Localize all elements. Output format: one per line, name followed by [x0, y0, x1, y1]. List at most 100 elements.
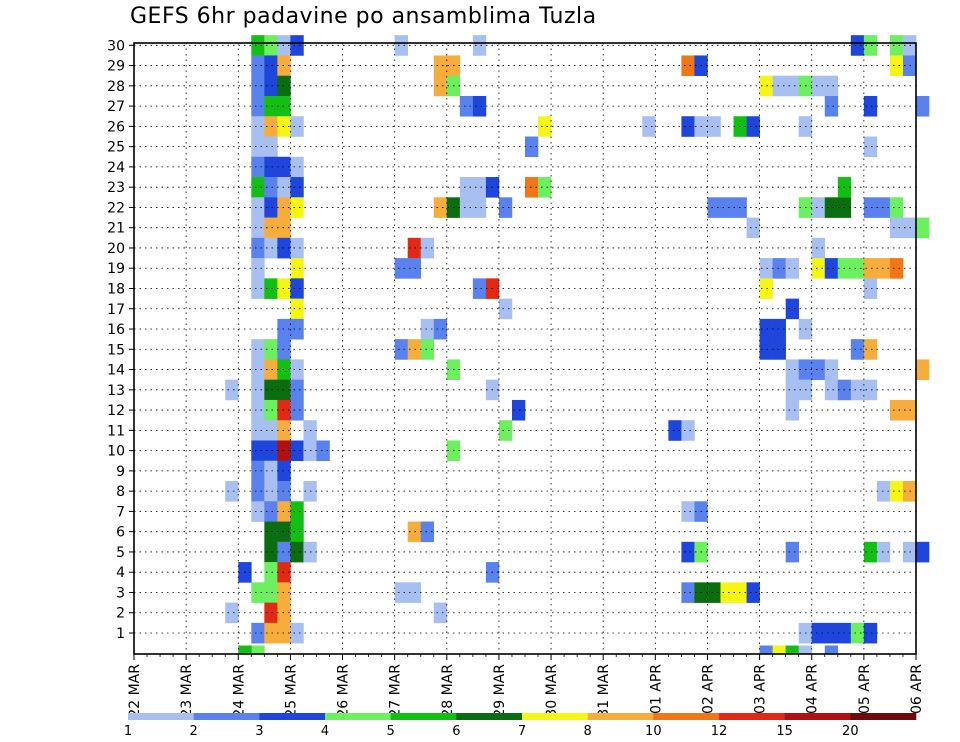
heatmap-cell [290, 440, 304, 462]
colorbar-label: 20 [842, 724, 859, 739]
heatmap-cell [472, 35, 487, 56]
heatmap-cell [264, 339, 278, 360]
y-tick-label: 10 [107, 444, 125, 460]
colorbar-label: 6 [452, 724, 460, 739]
heatmap-cell [824, 622, 839, 644]
colorbar-swatch [259, 713, 326, 720]
heatmap-cell [811, 258, 826, 279]
heatmap-cell [251, 481, 265, 502]
heatmap-cell [433, 55, 448, 77]
heatmap-cell [863, 136, 878, 158]
heatmap-cell [251, 35, 265, 56]
heatmap-cell [251, 645, 265, 655]
heatmap-cell [277, 116, 291, 137]
heatmap-cell [759, 258, 773, 279]
y-tick-label: 16 [107, 322, 125, 338]
heatmap-cell [225, 379, 239, 401]
heatmap-cell [251, 75, 265, 97]
heatmap-cell [824, 359, 839, 380]
x-tick-label: 04 APR [805, 664, 821, 714]
heatmap-cell [264, 136, 278, 158]
heatmap-cell [772, 258, 786, 279]
heatmap-cell [433, 318, 448, 340]
colorbar-swatch [784, 713, 851, 720]
heatmap-cell [251, 116, 265, 137]
colorbar-label: 4 [321, 724, 329, 739]
heatmap-cell [277, 460, 291, 482]
heatmap-cell [277, 582, 291, 603]
heatmap-cell [876, 541, 891, 563]
heatmap-cell [785, 75, 799, 97]
y-tick-label: 28 [107, 79, 125, 95]
heatmap-cell [707, 116, 721, 137]
x-tick-label: 29 MAR [492, 664, 508, 718]
heatmap-cell [251, 339, 265, 360]
heatmap-cell [746, 116, 760, 137]
heatmap-cell [824, 197, 839, 218]
heatmap-cell [394, 582, 408, 603]
heatmap-cell [863, 278, 878, 299]
heatmap-cell [264, 541, 278, 563]
heatmap-cell [290, 359, 304, 380]
heatmap-cell [459, 177, 474, 198]
heatmap-cell [681, 501, 695, 522]
heatmap-cell [525, 177, 539, 198]
heatmap-cell [525, 136, 539, 158]
heatmap-cell [290, 399, 304, 421]
heatmap-cell [824, 75, 839, 97]
y-tick-label: 17 [107, 302, 125, 318]
heatmap-cell [681, 420, 695, 441]
heatmap-cell [785, 399, 799, 421]
heatmap-cell [863, 339, 878, 360]
y-tick-label: 2 [116, 606, 125, 622]
colorbar-swatch [456, 713, 523, 720]
colorbar-swatch [325, 713, 391, 720]
heatmap-cell [277, 501, 291, 522]
y-tick-label: 3 [116, 585, 125, 601]
heatmap-cell [916, 217, 930, 239]
y-tick-label: 20 [107, 241, 125, 257]
heatmap-cell [420, 237, 435, 259]
heatmap-cell [251, 278, 265, 299]
heatmap-cell [264, 582, 278, 603]
heatmap-cell [251, 237, 265, 259]
heatmap-cell [277, 622, 291, 644]
heatmap-cell [251, 177, 265, 198]
heatmap-cell [277, 278, 291, 299]
colorbar-swatch [850, 713, 917, 720]
y-tick-label: 18 [107, 281, 125, 297]
heatmap-cell [277, 399, 291, 421]
heatmap-cell [290, 541, 304, 563]
heatmap-cell [863, 197, 878, 218]
heatmap-cell [876, 481, 891, 502]
heatmap-cell [811, 197, 826, 218]
heatmap-cell [472, 197, 487, 218]
heatmap-cell [394, 339, 408, 360]
heatmap-cell [264, 217, 278, 239]
heatmap-cell [746, 582, 760, 603]
heatmap-cell [498, 420, 513, 441]
heatmap-cell [772, 318, 786, 340]
heatmap-cell [290, 521, 304, 543]
y-axis-ticks: 1234567891011121314151617181920212223242… [107, 38, 134, 642]
heatmap-cell [225, 602, 239, 624]
y-tick-label: 1 [116, 626, 125, 642]
heatmap-cell [785, 298, 799, 320]
heatmap-cell [472, 95, 487, 117]
heatmap-cell [824, 379, 839, 401]
y-tick-label: 23 [107, 180, 125, 196]
x-tick-label: 02 APR [700, 664, 716, 714]
heatmap-cell [876, 258, 891, 279]
x-tick-label: 22 MAR [127, 664, 143, 718]
x-tick-label: 24 MAR [231, 664, 247, 718]
colorbar-swatch [719, 713, 785, 720]
heatmap-cell [876, 197, 891, 218]
heatmap-cell [916, 359, 930, 380]
x-tick-label: 23 MAR [179, 664, 195, 718]
heatmap-cell [772, 339, 786, 360]
heatmap-cell [277, 562, 291, 583]
heatmap-cell [264, 237, 278, 259]
heatmap-cell [277, 420, 291, 441]
heatmap-cell [394, 258, 408, 279]
y-tick-label: 9 [116, 464, 125, 480]
